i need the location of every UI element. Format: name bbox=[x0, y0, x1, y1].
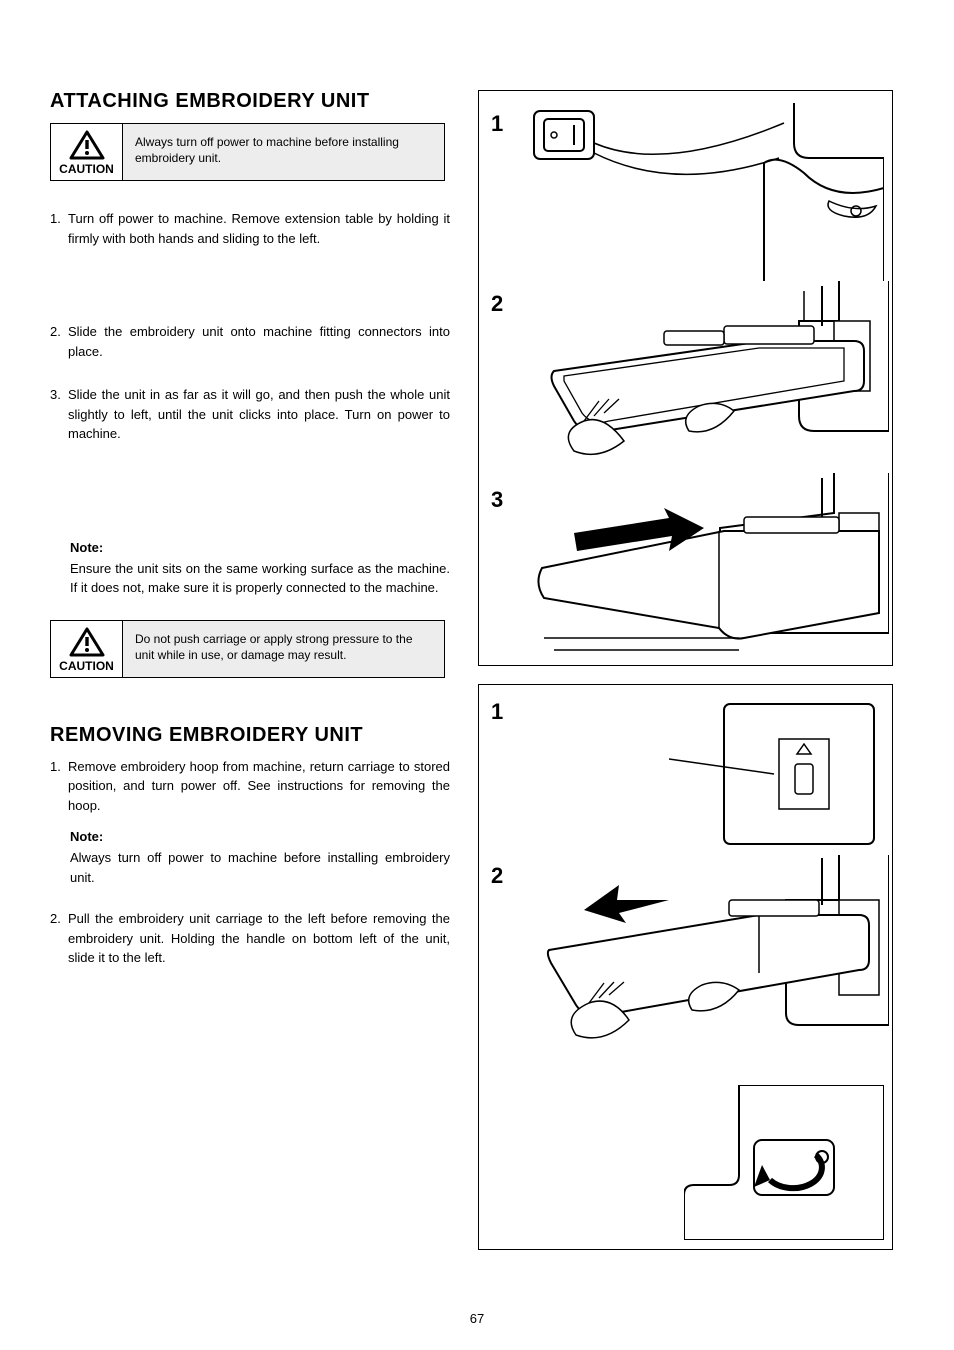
figure-remove-panel-2: 2 bbox=[479, 855, 892, 1075]
panel-number: 2 bbox=[491, 291, 503, 317]
figure-attach-panel-2: 2 bbox=[479, 281, 892, 473]
step-number: 2. bbox=[50, 322, 68, 361]
step-text: Slide the embroidery unit onto machine f… bbox=[68, 322, 450, 361]
remove-step-2: 2. Pull the embroidery unit carriage to … bbox=[50, 909, 450, 968]
panel-number: 2 bbox=[491, 863, 503, 889]
step-text: Slide the unit in as far as it will go, … bbox=[68, 385, 450, 444]
step-number: 2. bbox=[50, 909, 68, 968]
panel-number: 1 bbox=[491, 111, 503, 137]
warning-triangle-icon bbox=[69, 627, 105, 657]
step-text: Remove embroidery hoop from machine, ret… bbox=[68, 757, 450, 816]
attach-step-1: 1. Turn off power to machine. Remove ext… bbox=[50, 209, 450, 248]
push-unit-illustration bbox=[504, 473, 889, 665]
heading-attach: ATTACHING EMBROIDERY UNIT bbox=[50, 90, 450, 113]
caution-box-2: CAUTION Do not push carriage or apply st… bbox=[50, 620, 445, 678]
remove-steps: 1. Remove embroidery hoop from machine, … bbox=[50, 757, 450, 816]
attach-step-2: 2. Slide the embroidery unit onto machin… bbox=[50, 322, 450, 361]
caution-box-1: CAUTION Always turn off power to machine… bbox=[50, 123, 445, 181]
remove-unit-illustration bbox=[504, 855, 889, 1075]
power-switch-illustration bbox=[524, 103, 884, 281]
step-text: Turn off power to machine. Remove extens… bbox=[68, 209, 450, 248]
step-text: Pull the embroidery unit carriage to the… bbox=[68, 909, 450, 968]
attach-step-3: 3. Slide the unit in as far as it will g… bbox=[50, 385, 450, 444]
note-label: Note: bbox=[70, 829, 450, 844]
heading-remove: REMOVING EMBROIDERY UNIT bbox=[50, 724, 450, 747]
remove-note: Note: Always turn off power to machine b… bbox=[50, 829, 450, 887]
slide-unit-illustration bbox=[504, 281, 889, 473]
figure-attach: 1 2 bbox=[478, 90, 893, 666]
panel-number: 3 bbox=[491, 487, 503, 513]
note-label: Note: bbox=[70, 540, 450, 555]
remove-step-1: 1. Remove embroidery hoop from machine, … bbox=[50, 757, 450, 816]
step-number: 3. bbox=[50, 385, 68, 444]
figure-remove: 1 2 bbox=[478, 684, 893, 1250]
note-text: Ensure the unit sits on the same working… bbox=[70, 559, 450, 598]
figure-remove-inset bbox=[479, 1075, 892, 1245]
figure-remove-panel-1: 1 bbox=[479, 685, 892, 855]
release-lever-illustration bbox=[684, 1085, 884, 1240]
figure-attach-panel-1: 1 bbox=[479, 91, 892, 281]
caution-label-1: CAUTION bbox=[59, 162, 114, 176]
step-number: 1. bbox=[50, 209, 68, 248]
warning-triangle-icon bbox=[69, 130, 105, 160]
caution-text-1: Always turn off power to machine before … bbox=[123, 124, 444, 180]
carriage-illustration bbox=[669, 699, 884, 849]
page-number: 67 bbox=[470, 1311, 484, 1326]
caution-label-2: CAUTION bbox=[59, 659, 114, 673]
panel-number: 1 bbox=[491, 699, 503, 725]
step-number: 1. bbox=[50, 757, 68, 816]
remove-steps-2: 2. Pull the embroidery unit carriage to … bbox=[50, 909, 450, 968]
attach-steps: 1. Turn off power to machine. Remove ext… bbox=[50, 209, 450, 444]
caution-icon-cell-2: CAUTION bbox=[51, 621, 123, 677]
note-text: Always turn off power to machine before … bbox=[70, 848, 450, 887]
figure-attach-panel-3: 3 bbox=[479, 473, 892, 665]
attach-note: Note: Ensure the unit sits on the same w… bbox=[50, 540, 450, 598]
caution-text-2: Do not push carriage or apply strong pre… bbox=[123, 621, 444, 677]
caution-icon-cell-1: CAUTION bbox=[51, 124, 123, 180]
